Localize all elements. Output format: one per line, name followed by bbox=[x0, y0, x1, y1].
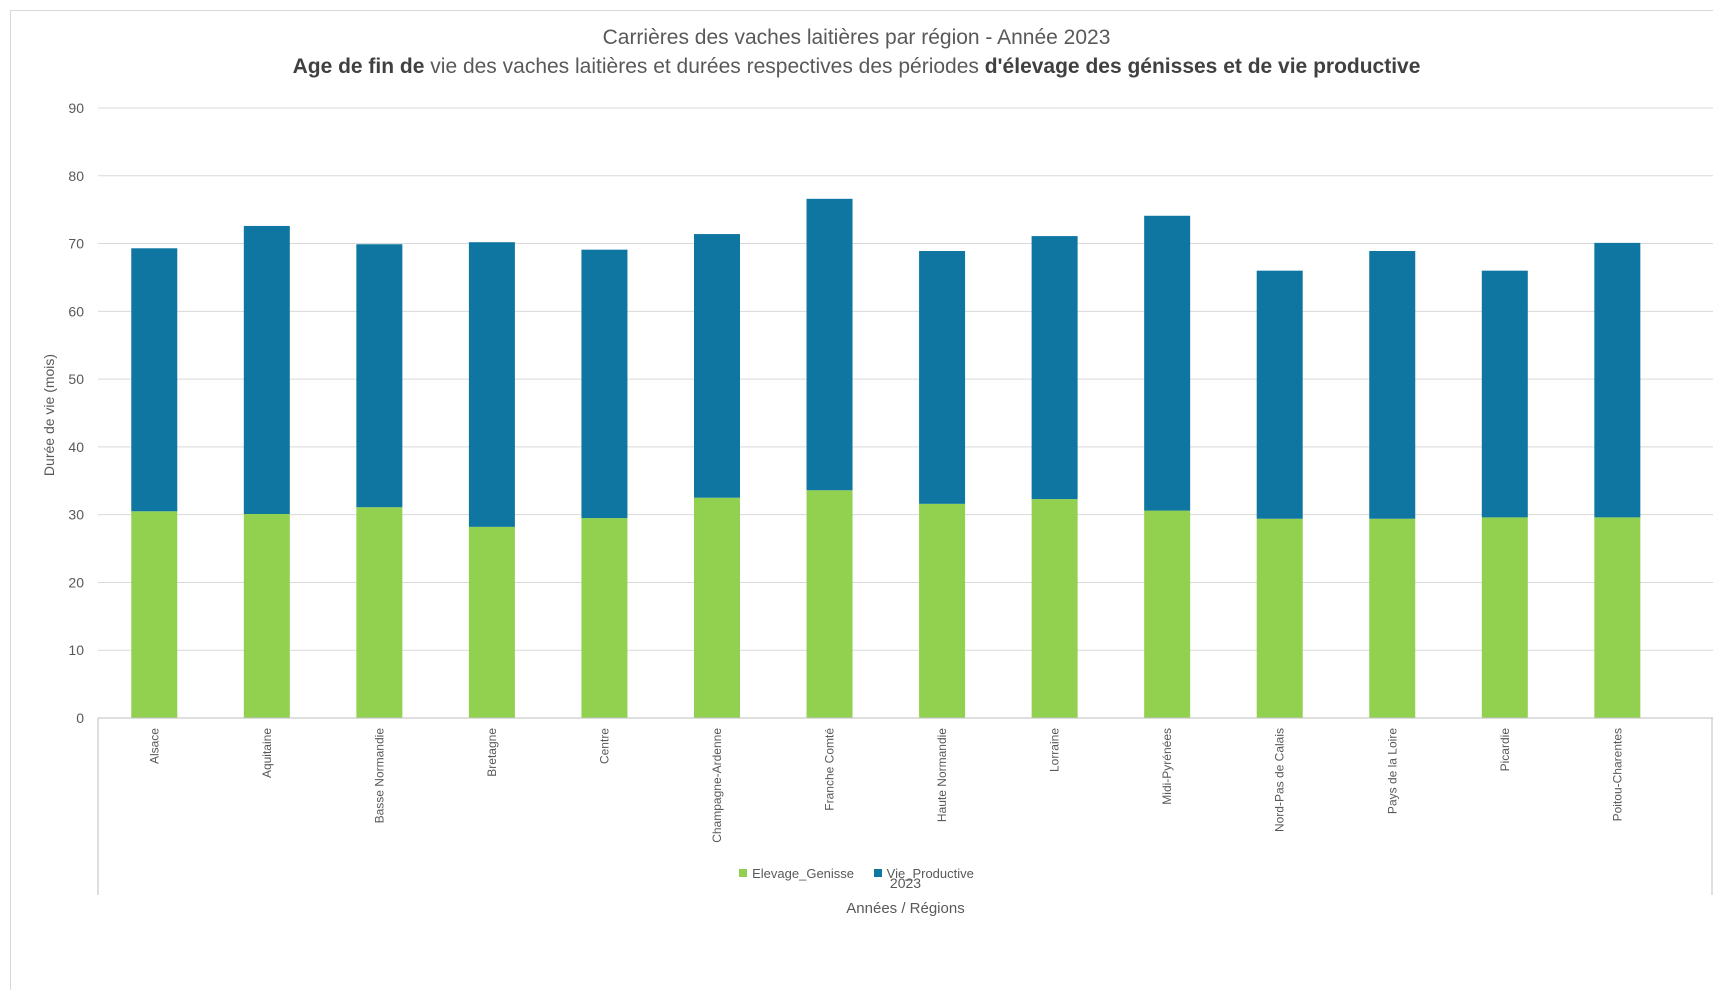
y-tick-label: 50 bbox=[68, 371, 84, 387]
x-tick-label: Bretagne bbox=[485, 728, 499, 777]
x-tick-label: Alsace bbox=[147, 728, 161, 764]
x-group-label: 2023 bbox=[890, 875, 921, 891]
y-axis-title: Durée de vie (mois) bbox=[41, 354, 57, 476]
y-tick-label: 40 bbox=[68, 439, 84, 455]
bar-elevage bbox=[131, 511, 178, 718]
bar-vie-productive bbox=[1144, 215, 1191, 511]
bar-vie-productive bbox=[1594, 242, 1641, 518]
y-axis-ticks: 0 10 20 30 40 50 60 70 80 90 bbox=[68, 100, 84, 726]
y-tick-label: 0 bbox=[76, 710, 84, 726]
bar-elevage bbox=[356, 507, 403, 718]
bar-elevage bbox=[1256, 518, 1303, 718]
x-tick-label: Aquitaine bbox=[260, 728, 274, 778]
bar-vie-productive bbox=[243, 225, 290, 514]
x-axis-ticks: Alsace Aquitaine Basse Normandie Bretagne Ce… bbox=[147, 728, 1624, 843]
bar-elevage bbox=[1481, 517, 1528, 718]
y-tick-label: 60 bbox=[68, 303, 84, 319]
x-tick-label: Haute Normandie bbox=[935, 728, 949, 822]
x-tick-label: Basse Normandie bbox=[372, 728, 386, 824]
x-tick-label: Midi-Pyrénées bbox=[1160, 728, 1174, 805]
chart-title: Carrières des vaches laitières par régio… bbox=[602, 26, 1111, 49]
legend: Elevage_Genisse Vie_Productive bbox=[0, 866, 1713, 881]
x-tick-label: Franche Comté bbox=[823, 728, 837, 811]
chart-area bbox=[10, 10, 1713, 990]
bar-elevage bbox=[806, 490, 853, 718]
bar-elevage bbox=[1369, 518, 1416, 718]
x-tick-label: Lorraine bbox=[1048, 728, 1062, 772]
y-tick-label: 80 bbox=[68, 168, 84, 184]
bar-vie-productive bbox=[806, 198, 853, 491]
bar-elevage bbox=[1594, 517, 1641, 718]
x-tick-label: Champagne-Ardenne bbox=[710, 728, 724, 843]
chart-subtitle: Age de fin de vie des vaches laitières e… bbox=[0, 55, 1713, 79]
bar-vie-productive bbox=[1481, 270, 1528, 518]
bar-vie-productive bbox=[581, 249, 628, 519]
bar-elevage bbox=[468, 526, 515, 718]
y-tick-label: 20 bbox=[68, 574, 84, 590]
x-tick-label: Nord-Pas de Calais bbox=[1273, 728, 1287, 832]
legend-label-vie-productive: Vie_Productive bbox=[886, 866, 974, 881]
subtitle-middle: vie des vaches laitières et durées respe… bbox=[424, 55, 985, 78]
bar-vie-productive bbox=[1256, 270, 1303, 519]
bar-elevage bbox=[693, 497, 740, 718]
subtitle-bold-start: Age de fin de bbox=[292, 55, 425, 78]
bar-vie-productive bbox=[1369, 251, 1416, 519]
y-tick-label: 10 bbox=[68, 642, 84, 658]
legend-label-elevage: Elevage_Genisse bbox=[752, 866, 855, 881]
x-tick-label: Pays de la Loire bbox=[1385, 728, 1399, 814]
bar-elevage bbox=[1031, 499, 1078, 718]
legend-swatch-elevage bbox=[739, 869, 748, 877]
legend-swatch-vie-productive bbox=[873, 869, 882, 877]
y-tick-label: 70 bbox=[68, 236, 84, 252]
x-tick-label: Poitou-Charentes bbox=[1610, 728, 1624, 821]
bar-vie-productive bbox=[131, 248, 178, 512]
bar-elevage bbox=[1144, 510, 1191, 718]
bar-elevage bbox=[243, 513, 290, 718]
x-tick-label: Centre bbox=[597, 728, 611, 764]
bars bbox=[131, 198, 1641, 718]
legend-item-elevage: Elevage_Genisse bbox=[739, 866, 854, 881]
subtitle-bold-end: d'élevage des génisses et de vie product… bbox=[984, 55, 1421, 78]
bar-elevage bbox=[919, 503, 966, 718]
bar-vie-productive bbox=[468, 242, 515, 527]
y-tick-label: 30 bbox=[68, 507, 84, 523]
bar-vie-productive bbox=[356, 244, 403, 508]
bar-vie-productive bbox=[919, 251, 966, 504]
bar-vie-productive bbox=[1031, 236, 1078, 500]
bar-elevage bbox=[581, 518, 628, 718]
legend-item-vie-productive: Vie_Productive bbox=[873, 866, 974, 881]
gridlines bbox=[98, 107, 1713, 651]
x-axis-title: Années / Régions bbox=[846, 900, 964, 917]
y-tick-label: 90 bbox=[68, 100, 84, 116]
x-tick-label: Picardie bbox=[1498, 728, 1512, 772]
bar-vie-productive bbox=[693, 234, 740, 498]
